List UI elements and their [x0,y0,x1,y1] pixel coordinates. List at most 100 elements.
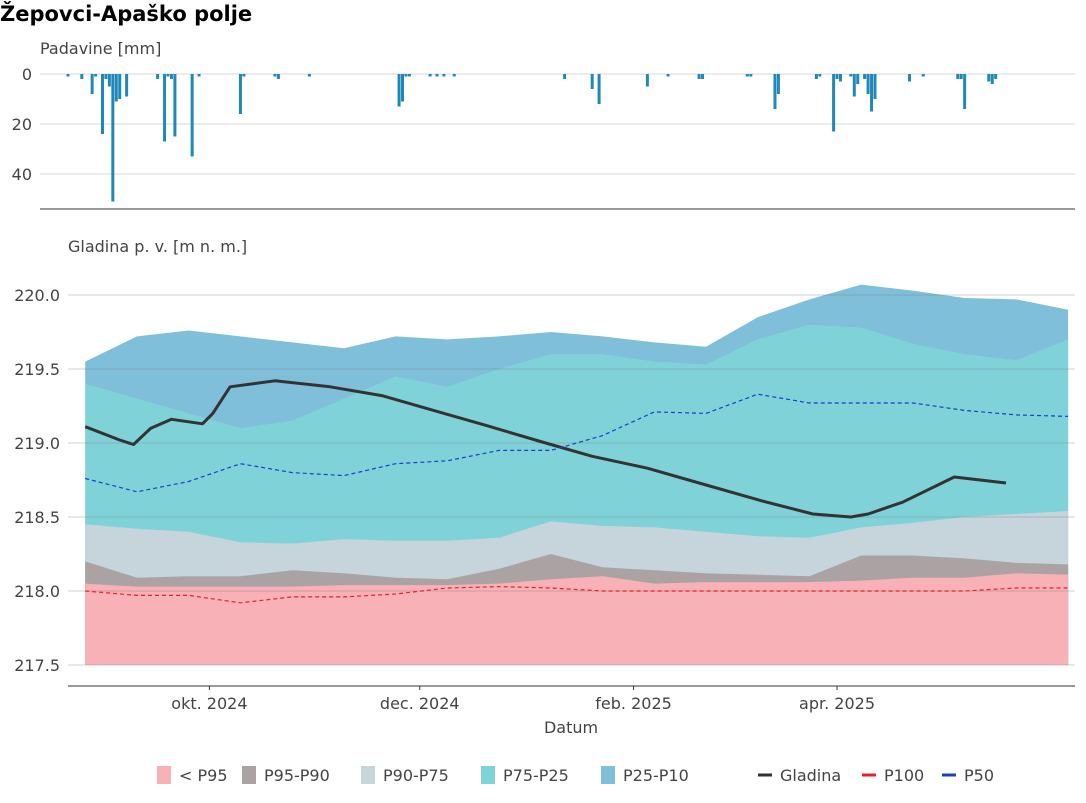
precip-bar [435,74,439,77]
legend-label: P90-P75 [383,766,449,785]
precip-bar [125,74,129,97]
precip-bar [849,74,853,77]
precip-bar [959,74,963,79]
level-y-axis-label: Gladina p. v. [m n. m.] [68,237,247,256]
precip-bar [197,74,201,77]
precip-bar [114,74,118,102]
precip-bar [749,74,753,77]
precip-bar [701,74,705,79]
precip-bar [163,74,167,142]
precip-bar [994,74,998,79]
precip-bar [276,74,280,79]
precip-bar [397,74,401,107]
precip-bar [90,74,94,94]
level-x-tick-label: apr. 2025 [799,694,875,713]
precip-bar [590,74,594,89]
precip-bar [118,74,122,99]
legend-label: P25-P10 [623,766,689,785]
level-y-tick-label: 217.5 [14,656,60,675]
precip-bar [835,74,839,79]
precip-bar [921,74,925,77]
level-x-tick-label: feb. 2025 [595,694,672,713]
precip-bar [870,74,874,112]
precip-bar [107,74,111,87]
precip-bar [987,74,991,82]
precip-bar [452,74,456,77]
line-gladina [84,379,1007,519]
page-title: Žepovci-Apaško polje [0,2,253,26]
precip-bar [990,74,994,84]
level-x-axis-label: Datum [544,718,598,737]
precip-bar [307,74,311,77]
precip-bar [238,74,242,114]
level-x-tick-label: okt. 2024 [171,694,247,713]
precip-y-axis-label: Padavine [mm] [40,39,161,58]
legend-label: P75-P25 [503,766,569,785]
legend-label: < P95 [179,766,228,785]
precip-bar [407,74,411,77]
precip-bar [773,74,777,109]
precip-bar [963,74,967,109]
level-x-tick-label: dec. 2024 [380,694,460,713]
precip-bar [94,74,98,77]
precip-bar [818,74,822,77]
level-y-tick-label: 219.0 [14,434,60,453]
precip-bar [166,74,170,77]
precip-bar [745,74,749,77]
precip-bar [697,74,701,79]
precip-bar [863,74,867,79]
precip-bar [100,74,104,134]
level-y-tick-label: 218.0 [14,582,60,601]
precip-bar [838,74,842,82]
precip-bar [66,74,70,77]
precip-bar [666,74,670,77]
precip-bar [169,74,173,79]
legend-label: Gladina [780,766,841,785]
precip-bar [173,74,177,137]
precip-bar [80,74,84,79]
precip-bar [428,74,432,77]
precip-y-tick-label: 20 [12,115,32,134]
precip-bar [907,74,911,82]
precip-bar [273,74,277,77]
precip-bar [190,74,194,157]
precip-bar [563,74,567,79]
precip-bar [814,74,818,79]
precip-bar [597,74,601,104]
band--p95 [85,573,1069,665]
precip-bar [401,74,405,102]
precip-bar [866,74,870,94]
legend-label: P50 [964,766,994,785]
legend-swatch-p90-p75 [361,766,375,784]
precip-bar [111,74,115,202]
legend-swatch-p25-p10 [601,766,615,784]
legend-swatch-p95-p90 [242,766,256,784]
precip-bar [645,74,649,87]
precip-bar [404,74,408,77]
precip-bar [956,74,960,79]
line-p50 [85,393,1069,493]
legend: < P95 P95-P90 P90-P75 P75-P25 P25-P10 Gladina… [157,766,994,785]
level-y-tick-label: 218.5 [14,508,60,527]
level-y-tick-label: 219.5 [14,360,60,379]
precip-bar [104,74,108,79]
level-y-tick-label: 220.0 [14,286,60,305]
precipitation-panel: 0 20 40 Padavine [mm] [12,39,1075,210]
groundwater-level-panel: 217.5 218.0 218.5 219.0 219.5 220.0 Gladina p.… [14,237,1075,737]
precip-bar [856,74,860,84]
precip-bar [242,74,246,77]
legend-swatch-p75-p25 [481,766,495,784]
legend-label: P100 [884,766,924,785]
legend-swatch--p95 [157,766,171,784]
precip-y-tick-label: 0 [22,65,32,84]
legend-label: P95-P90 [264,766,330,785]
precip-bar [442,74,446,77]
precip-y-tick-label: 40 [12,165,32,184]
precip-bar [156,74,160,79]
line-p100 [85,586,1069,604]
precip-bar [776,74,780,94]
precip-bar [873,74,877,99]
precip-bar [852,74,856,97]
precip-bar [832,74,836,132]
